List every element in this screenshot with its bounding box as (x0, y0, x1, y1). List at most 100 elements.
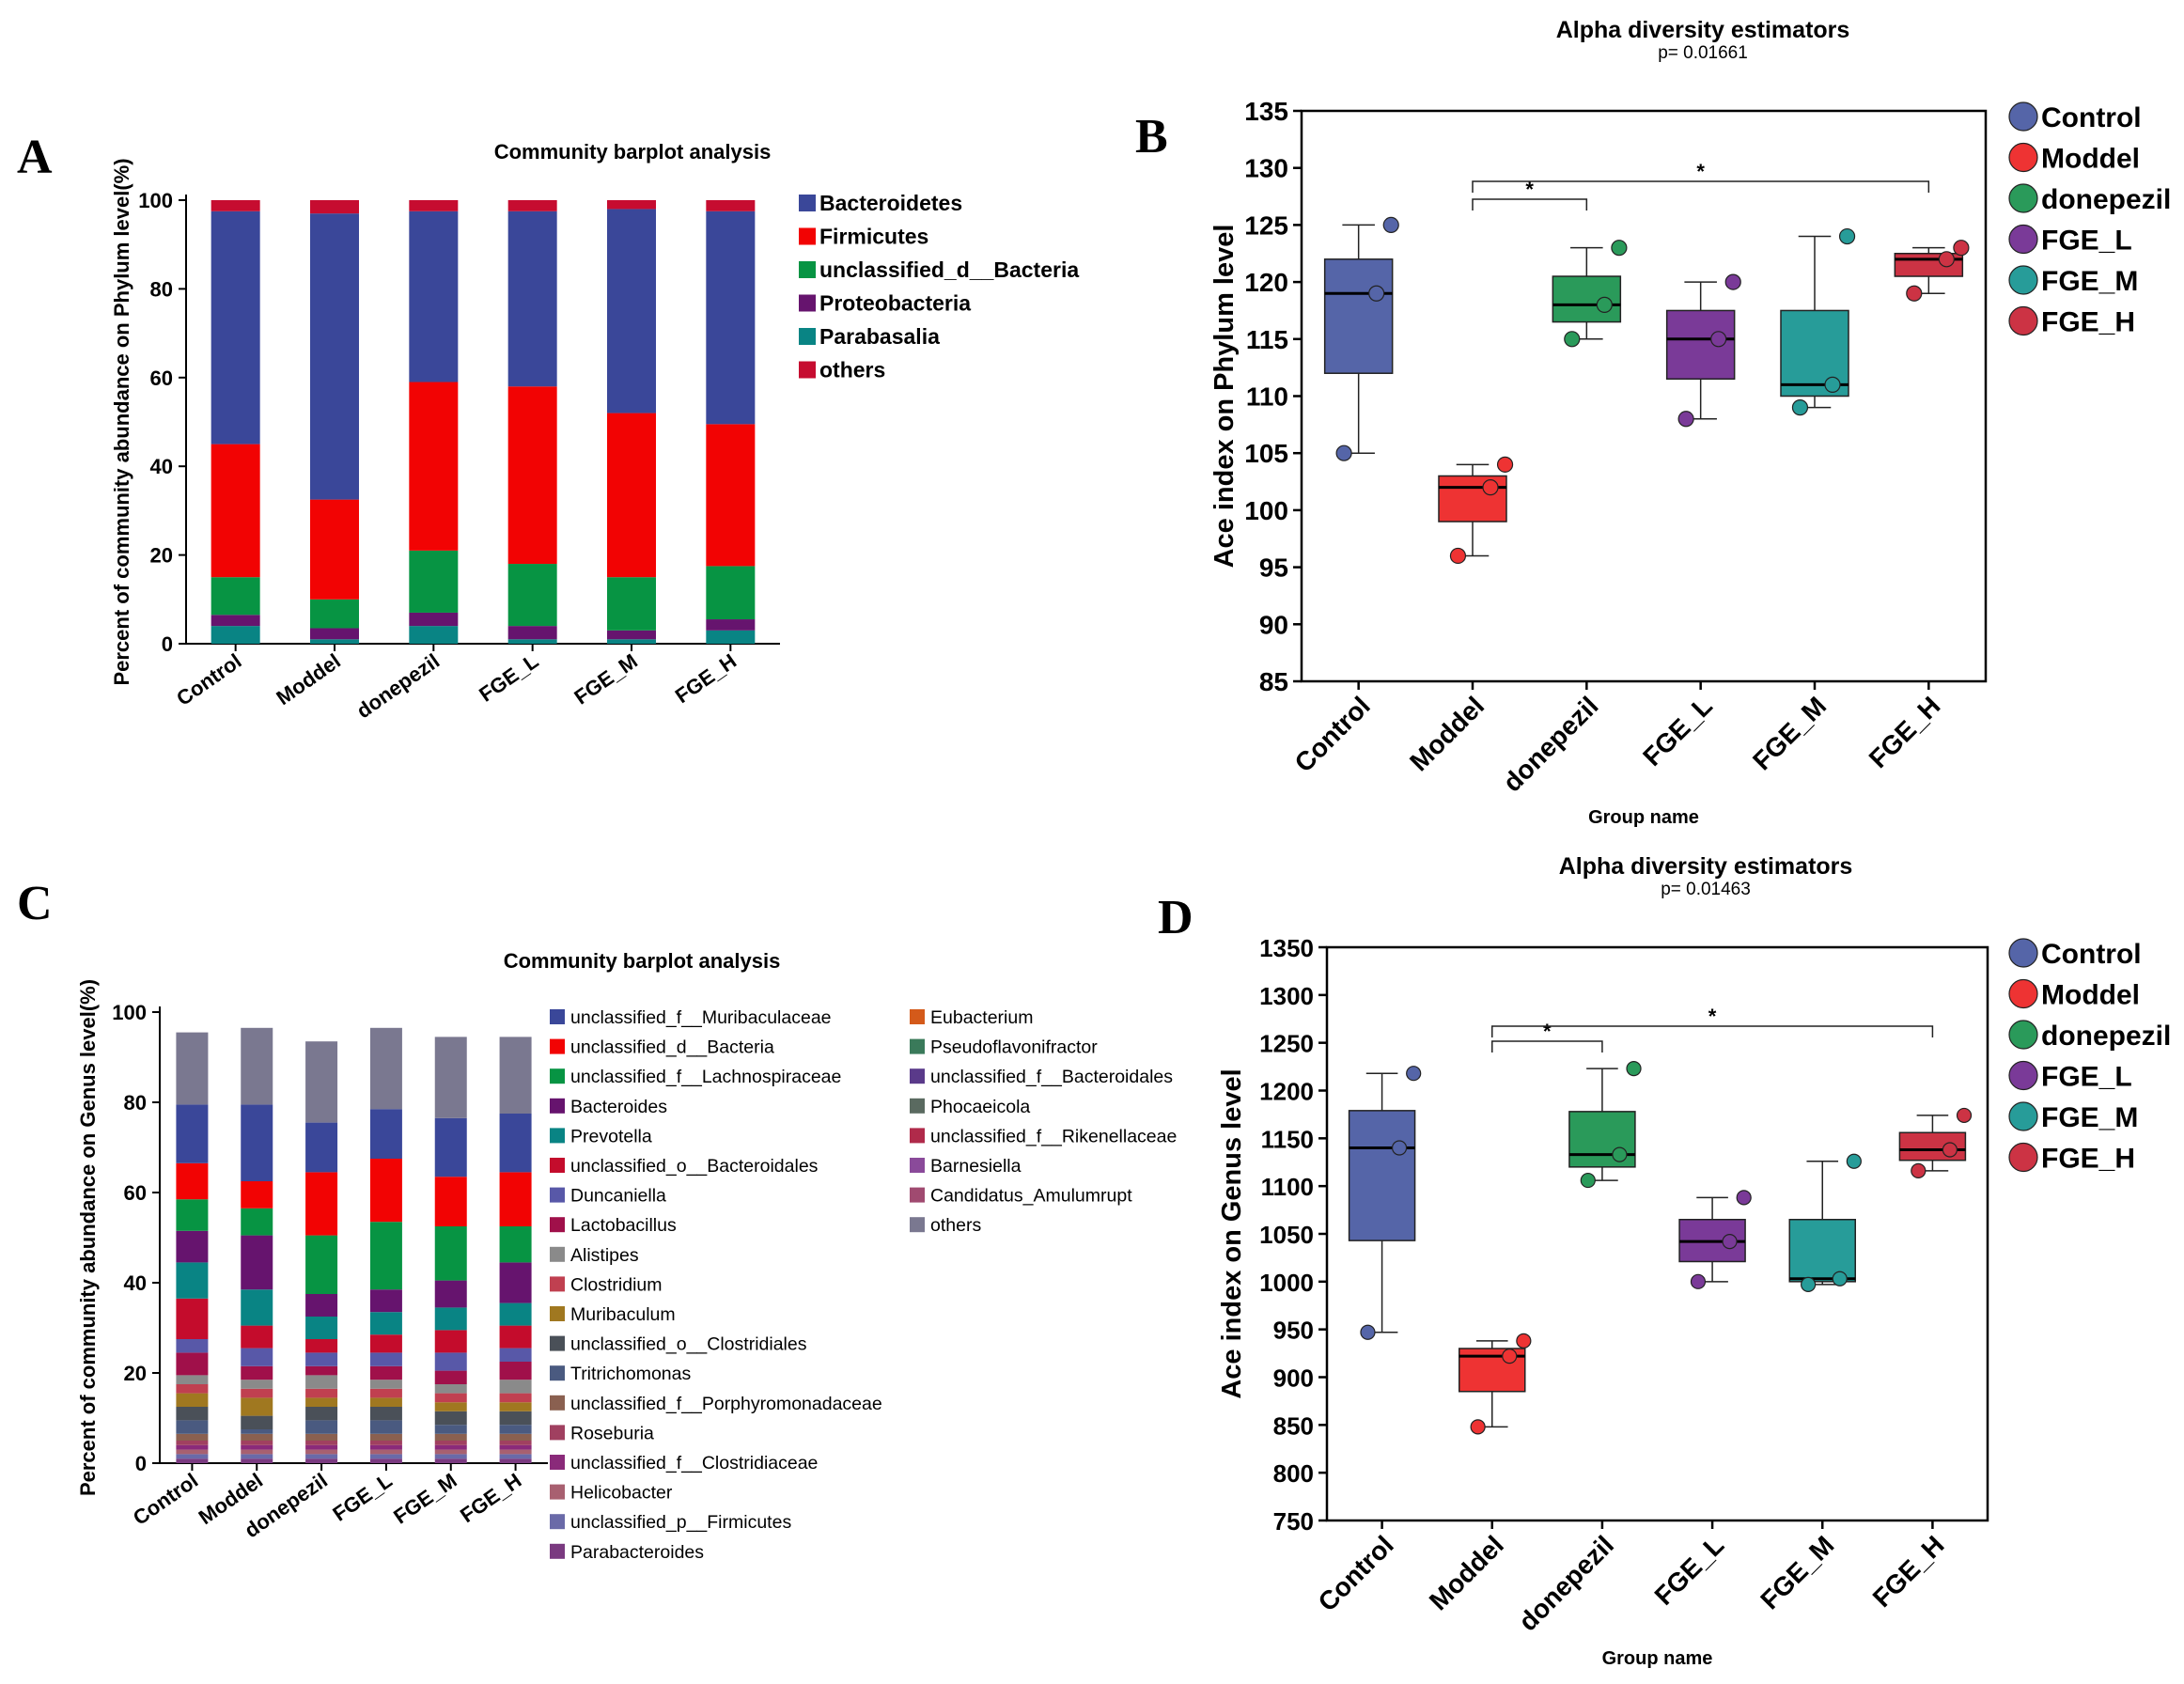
data-point (1516, 1333, 1532, 1349)
legend-label-unclassified-d-bacteria: unclassified_d__Bacteria (819, 257, 1079, 282)
bar-control-unclassified-o-clostridiales (176, 1407, 209, 1421)
panel-letter-d: D (1158, 891, 1193, 944)
bar-fge-m-roseburia (434, 1441, 467, 1445)
legend-label-fge-m: FGE_M (2041, 1102, 2138, 1133)
x-tick-label-fge-l: FGE_L (475, 649, 542, 707)
legend-label-parabacteroides: Parabacteroides (570, 1542, 704, 1563)
x-axis-label: Group name (1588, 807, 1699, 828)
legend-label-col2-unclassified-f-bacteroidales: unclassified_f__Bacteroidales (930, 1067, 1173, 1087)
legend-label-bacteroides: Bacteroides (570, 1097, 667, 1117)
significance-bracket (1472, 180, 1930, 193)
bar-donepezil-bacteroidetes (409, 210, 459, 382)
bar-fge-h-unclassified-f-lachnospiraceae (499, 1226, 532, 1263)
y-tick-label: 135 (1244, 97, 1288, 126)
x-tick-label-fge-h: FGE_H (1867, 1530, 1950, 1613)
y-tick-label: 100 (138, 189, 173, 212)
bar-fge-m-unclassified-f-porphyromonadaceae (434, 1433, 467, 1441)
data-point (1953, 240, 1970, 257)
bar-moddel-lactobacillus (241, 1365, 273, 1380)
data-point (1911, 1162, 1927, 1179)
legend-marker-fge-h (2008, 1142, 2038, 1173)
bar-donepezil-unclassified-f-clostridiaceae (305, 1444, 338, 1450)
legend-swatch-prevotella (550, 1128, 565, 1144)
data-point (1832, 1271, 1848, 1286)
data-point (1496, 456, 1514, 473)
legend-swatch-muribaculum (550, 1306, 565, 1321)
legend-swatch-col2-others (910, 1217, 925, 1233)
bar-moddel-others (310, 200, 359, 214)
bar-moddel-unclassified-p-firmicutes (241, 1454, 273, 1459)
box-fge-l (1678, 1190, 1752, 1289)
bar-donepezil-bacteroides (305, 1294, 338, 1317)
bar-donepezil-unclassified-f-muribaculaceae (305, 1122, 338, 1173)
bar-donepezil-clostridium (305, 1388, 338, 1398)
legend-label-tritrichomonas: Tritrichomonas (570, 1364, 691, 1384)
bar-donepezil-parabasalia (409, 626, 459, 644)
bar-moddel-parabasalia (310, 639, 359, 644)
legend-label-proteobacteria: Proteobacteria (819, 291, 971, 316)
box-iqr (1348, 1110, 1416, 1241)
legend-marker-moddel (2008, 978, 2038, 1009)
y-tick-label: 80 (124, 1091, 147, 1115)
data-point (1838, 227, 1856, 245)
legend-swatch-tritrichomonas (550, 1365, 565, 1381)
bar-fge-h-unclassified-o-bacteroidales (499, 1325, 532, 1349)
x-tick-label-fge-m: FGE_M (1755, 1530, 1839, 1614)
legend-label-control: Control (2041, 939, 2142, 970)
bar-fge-h-alistipes (499, 1380, 532, 1394)
data-point (1824, 376, 1841, 393)
box-control (1323, 216, 1399, 461)
bar-moddel-unclassified-f-clostridiaceae (241, 1444, 273, 1450)
legend-label-moddel: Moddel (2041, 980, 2140, 1011)
y-tick-label: 1350 (1259, 934, 1314, 962)
y-tick-label: 85 (1259, 667, 1288, 696)
y-tick-label: 1150 (1261, 1125, 1314, 1153)
bar-fge-m-lactobacillus (434, 1370, 467, 1384)
legend-label-fge-l: FGE_L (2041, 226, 2132, 257)
x-tick-label-fge-h: FGE_H (1864, 691, 1946, 773)
box-control (1348, 1066, 1422, 1340)
bar-moddel-others (241, 1027, 273, 1105)
bar-control-prevotella (176, 1262, 209, 1299)
data-point (1677, 411, 1694, 428)
bar-fge-m-clostridium (434, 1393, 467, 1403)
bar-fge-h-unclassified-o-clostridiales (499, 1411, 532, 1426)
y-tick-label: 60 (150, 366, 173, 390)
bar-control-unclassified-d-bacteria (176, 1162, 209, 1200)
legend-swatch-col2-phocaeicola (910, 1098, 925, 1114)
bar-fge-m-muribaculum (434, 1402, 467, 1411)
bar-fge-l-proteobacteria (507, 626, 557, 640)
significance-star: * (1708, 1005, 1717, 1028)
y-tick-label: 40 (124, 1271, 147, 1295)
y-tick-label: 95 (1259, 554, 1288, 583)
x-tick-label-control: Control (172, 649, 245, 710)
legend-swatch-proteobacteria (799, 294, 816, 312)
bar-donepezil-firmicutes (409, 382, 459, 551)
y-tick-label: 800 (1273, 1459, 1314, 1488)
legend-label-helicobacter: Helicobacter (570, 1483, 673, 1504)
box-iqr (1552, 275, 1622, 323)
bar-fge-l-others (369, 1027, 402, 1110)
bar-fge-m-tritrichomonas (434, 1425, 467, 1434)
panel-a-phylum-barplot: Community barplot analysis 0 20 40 60 80 100Pe… (110, 140, 1079, 723)
bar-moddel-parabacteroides (241, 1458, 273, 1463)
box-fge-h (1898, 1107, 1973, 1179)
bar-moddel-muribaculum (241, 1397, 273, 1416)
data-point (1368, 285, 1385, 302)
bar-control-lactobacillus (176, 1352, 209, 1376)
legend-swatch-lactobacillus (550, 1217, 565, 1233)
bar-fge-m-prevotella (434, 1307, 467, 1331)
legend-swatch-roseburia (550, 1425, 565, 1441)
y-tick-label: 130 (1244, 154, 1288, 183)
bar-donepezil-unclassified-d-bacteria (409, 550, 459, 613)
x-tick-label-donepezil: donepezil (352, 649, 444, 724)
x-tick-label-fge-m: FGE_M (389, 1469, 460, 1529)
x-tick-label-fge-m: FGE_M (1747, 691, 1832, 775)
data-point (1382, 216, 1399, 233)
legend-swatch-duncaniella (550, 1187, 565, 1203)
legend-swatch-unclassified-f-muribaculaceae (550, 1009, 565, 1024)
bar-moddel-bacteroidetes (310, 213, 359, 500)
x-tick-label-control: Control (1289, 691, 1376, 777)
bar-fge-h-unclassified-f-muribaculaceae (499, 1114, 532, 1173)
